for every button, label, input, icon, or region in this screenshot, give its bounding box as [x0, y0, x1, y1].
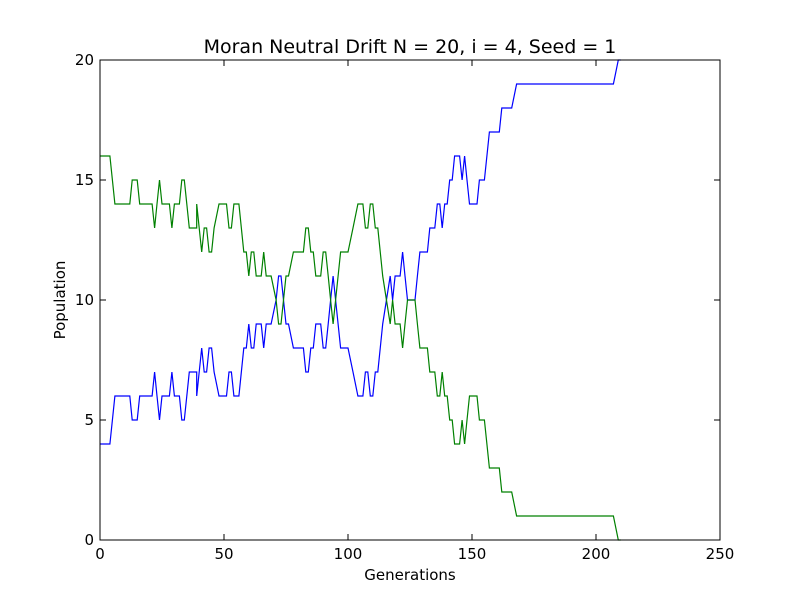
- y-axis-label: Population: [51, 261, 69, 340]
- y-tick-label: 10: [75, 291, 94, 309]
- x-tick-label: 0: [95, 545, 105, 563]
- x-tick-label: 100: [334, 545, 363, 563]
- series-line-1: [100, 59, 621, 445]
- x-axis-label: Generations: [364, 566, 456, 584]
- x-axis: 0 50 100 150 200 250: [95, 60, 734, 563]
- x-tick-label: 250: [706, 545, 735, 563]
- series-line-2: [100, 155, 621, 541]
- x-tick-label: 50: [214, 545, 233, 563]
- y-axis: 0 5 10 15 20: [75, 51, 720, 549]
- y-tick-label: 5: [84, 411, 94, 429]
- y-tick-label: 20: [75, 51, 94, 69]
- x-tick-label: 200: [582, 545, 611, 563]
- plot-lines: [100, 59, 621, 541]
- y-tick-label: 0: [84, 531, 94, 549]
- x-tick-label: 150: [458, 545, 487, 563]
- chart-title: Moran Neutral Drift N = 20, i = 4, Seed …: [204, 36, 617, 58]
- y-tick-label: 15: [75, 171, 94, 189]
